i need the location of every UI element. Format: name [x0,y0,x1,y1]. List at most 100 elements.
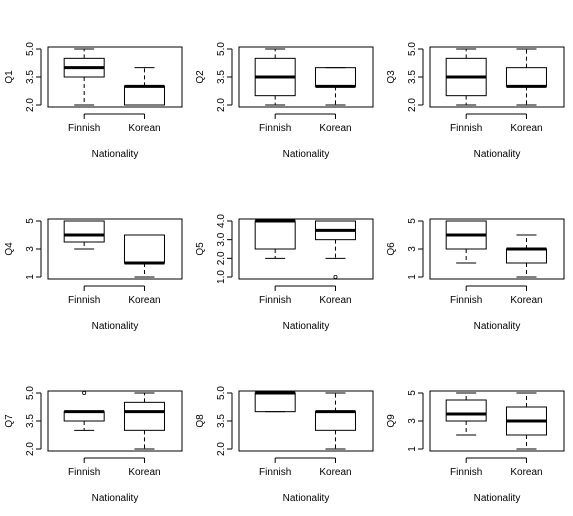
y-tick-label: 5.0 [216,42,227,56]
y-axis-title: Q4 [4,242,15,256]
box-finnish [63,220,105,250]
iqr-box [63,220,105,243]
y-tick-label: 3 [25,246,36,252]
box-finnish [254,391,296,413]
x-axis-title: Nationality [283,493,330,504]
y-axis-title: Q9 [386,414,397,428]
y-tick-label: 5 [407,218,418,224]
box-finnish [445,392,487,436]
panel-q3: 2.0 3.5 5.0 Q3 Finnish Korean Nationality [386,42,565,160]
iqr-box [123,85,165,106]
panel-q5: 1.0 2.0 3.0 4.0 Q5 Finnish Korean Nationality [195,214,374,332]
x-axis-title: Nationality [92,493,139,504]
y-tick-label: 2.0 [216,442,227,456]
y-tick-label: 5.0 [25,42,36,56]
x-tick-label: Korean [128,467,160,478]
plot-frame [47,46,183,108]
y-axis-title: Q1 [4,70,15,84]
box-korean [123,234,165,278]
x-tick-label: Korean [128,295,160,306]
plot-frame [238,218,374,280]
iqr-box [505,248,547,264]
iqr-box [254,392,296,413]
x-tick-label: Finnish [259,123,291,134]
box-korean [314,67,356,106]
y-tick-label: 2.0 [216,251,227,265]
x-tick-label: Korean [510,295,542,306]
y-axis-title: Q2 [195,70,206,84]
y-tick-label: 5 [25,218,36,224]
x-tick-label: Finnish [450,123,482,134]
y-tick-label: 2.0 [407,98,418,112]
plot-frame [47,390,183,452]
y-tick-label: 5.0 [216,386,227,400]
x-tick-label: Finnish [68,295,100,306]
box-finnish [254,48,296,106]
y-tick-label: 2.0 [25,442,36,456]
y-tick-label: 5 [407,390,418,396]
x-tick-label: Korean [510,467,542,478]
y-tick-label: 3 [407,246,418,252]
iqr-box [505,67,547,87]
box-finnish [63,390,105,431]
box-korean [314,220,356,279]
x-axis-title: Nationality [283,321,330,332]
y-tick-label: 3 [407,418,418,424]
plot-frame [238,46,374,108]
y-tick-label: 5.0 [25,386,36,400]
plot-frame [429,390,565,452]
panel-q6: 1 3 5 Q6 Finnish Korean Nationality [386,218,565,332]
x-tick-label: Korean [319,123,351,134]
y-tick-label: 3.0 [216,232,227,246]
x-tick-label: Finnish [259,295,291,306]
box-korean [314,392,356,450]
x-axis-title: Nationality [474,493,521,504]
y-tick-label: 4.0 [216,214,227,228]
x-axis-title: Nationality [92,321,139,332]
iqr-box [314,411,356,431]
iqr-box [123,401,165,431]
y-tick-label: 5.0 [407,42,418,56]
y-axis-title: Q3 [386,70,397,84]
y-axis-title: Q8 [195,414,206,428]
box-korean [505,392,547,450]
box-korean [123,67,165,106]
y-tick-label: 3.5 [25,70,36,84]
x-tick-label: Korean [510,123,542,134]
y-axis-title: Q5 [195,242,206,256]
iqr-box [314,67,356,87]
y-tick-label: 1 [407,446,418,452]
box-finnish [63,48,105,106]
panel-q8: 2.0 3.5 5.0 Q8 Finnish Korean Nationality [195,386,374,504]
y-tick-label: 1.0 [216,270,227,284]
box-finnish [254,219,296,259]
x-tick-label: Finnish [450,467,482,478]
y-tick-label: 3.5 [216,414,227,428]
y-tick-label: 3.5 [25,414,36,428]
y-tick-label: 3.5 [407,70,418,84]
panel-q2: 2.0 3.5 5.0 Q2 Finnish Korean Nationality [195,42,374,160]
y-axis-title: Q7 [4,414,15,428]
panel-q9: 1 3 5 Q9 Finnish Korean Nationality [386,390,565,504]
x-tick-label: Finnish [259,467,291,478]
box-finnish [445,48,487,106]
panel-q4: 1 3 5 Q4 Finnish Korean Nationality [4,218,183,332]
y-tick-label: 3.5 [216,70,227,84]
x-tick-label: Finnish [450,295,482,306]
box-korean [505,48,547,106]
x-axis-title: Nationality [283,149,330,160]
x-tick-label: Korean [319,467,351,478]
x-axis-title: Nationality [92,149,139,160]
outlier-point [82,390,87,395]
x-axis-title: Nationality [474,149,521,160]
plot-frame [429,46,565,108]
panel-q1: 2.0 3.5 5.0 Q1 Finnish Korean Nationality [4,42,183,160]
y-tick-label: 1 [407,274,418,280]
x-axis-title: Nationality [474,321,521,332]
outlier-point [333,274,338,279]
y-axis-title: Q6 [386,242,397,256]
x-tick-label: Korean [128,123,160,134]
box-korean [123,392,165,450]
iqr-box [254,220,296,250]
